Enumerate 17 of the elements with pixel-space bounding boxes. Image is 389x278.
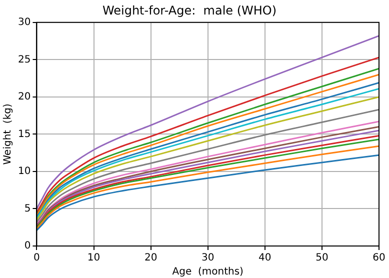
x-tick-label: 60 [372, 252, 386, 264]
chart-title: Weight-for-Age: male (WHO) [102, 3, 277, 18]
y-tick-label: 25 [18, 54, 31, 66]
y-tick-label: 0 [24, 240, 31, 252]
y-tick-label: 5 [24, 203, 31, 214]
y-tick-label: 30 [18, 16, 31, 28]
x-tick-label: 10 [87, 252, 100, 264]
y-tick-label: 10 [18, 166, 31, 178]
x-tick-label: 20 [144, 252, 158, 264]
y-tick-label: 20 [18, 92, 31, 103]
y-tick-label: 15 [18, 128, 31, 140]
y-axis-title: Weight (kg) [2, 104, 14, 165]
x-axis-title: Age (months) [172, 266, 244, 278]
x-tick-label: 50 [316, 252, 328, 264]
x-tick-label: 40 [258, 252, 272, 264]
x-tick-label: 0 [34, 252, 40, 264]
x-tick-label: 30 [201, 252, 214, 264]
